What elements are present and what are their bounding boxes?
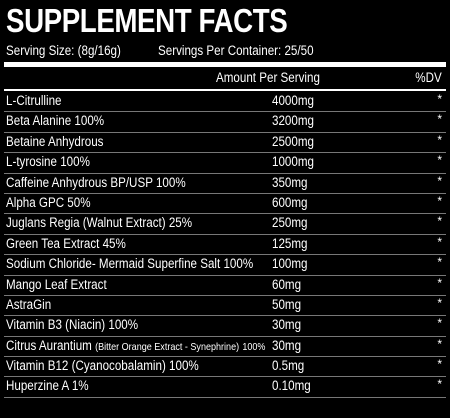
ingredient-name-text: Alpha GPC 50% [6, 194, 91, 210]
serving-info: Serving Size: (8g/16g) Servings Per Cont… [6, 43, 444, 61]
ingredient-amount: 100mg [272, 256, 308, 272]
daily-value-header: %DV [415, 70, 442, 85]
ingredient-name: AstraGin [6, 297, 51, 312]
ingredient-dv: * [437, 193, 442, 208]
ingredient-name-text: Huperzine A 1% [6, 378, 89, 394]
ingredient-name-text: L-tyrosine 100% [6, 154, 90, 170]
ingredient-amount: 250mg [272, 215, 308, 231]
ingredient-name: Vitamin B3 (Niacin) 100% [6, 317, 138, 332]
ingredient-name-text: Green Tea Extract 45% [6, 235, 126, 251]
ingredient-dv: * [437, 336, 442, 351]
ingredient-name: Caffeine Anhydrous BP/USP 100% [6, 175, 186, 190]
ingredient-amount: 125mg [272, 235, 308, 251]
ingredient-amount: 1000mg [272, 154, 314, 170]
amount-per-serving-header: Amount Per Serving [216, 70, 320, 85]
thick-divider [4, 62, 446, 67]
ingredient-row: Alpha GPC 50% 600mg * [4, 193, 446, 215]
ingredient-dv: * [437, 153, 442, 168]
panel-title: SUPPLEMENT FACTS [6, 2, 288, 39]
ingredient-row: Citrus Aurantium (Bitter Orange Extract … [4, 336, 446, 358]
ingredient-row: Vitamin B3 (Niacin) 100% 30mg * [4, 316, 446, 337]
ingredient-dv: * [437, 377, 442, 392]
ingredient-amount: 30mg [272, 317, 302, 333]
ingredient-name: Citrus Aurantium (Bitter Orange Extract … [6, 338, 265, 353]
ingredient-row: Sodium Chloride- Mermaid Superfine Salt … [4, 255, 446, 276]
ingredient-name: Mango Leaf Extract [6, 277, 107, 292]
ingredient-amount: 600mg [272, 194, 308, 210]
ingredient-row: Huperzine A 1% 0.10mg * [4, 377, 446, 398]
ingredient-name: L-tyrosine 100% [6, 154, 90, 169]
ingredient-name: L-Citrulline [6, 93, 61, 108]
ingredient-row: Caffeine Anhydrous BP/USP 100% 350mg * [4, 174, 446, 194]
ingredient-name: Huperzine A 1% [6, 378, 89, 393]
ingredient-amount: 3200mg [272, 113, 314, 129]
ingredient-amount: 30mg [272, 337, 302, 353]
ingredient-name: Sodium Chloride- Mermaid Superfine Salt … [6, 256, 253, 271]
header-divider [4, 89, 446, 91]
ingredient-name-text: Vitamin B12 (Cyanocobalamin) 100% [6, 358, 199, 374]
ingredient-name: Juglans Regia (Walnut Extract) 25% [6, 215, 192, 230]
ingredient-row: L-tyrosine 100% 1000mg * [4, 153, 446, 174]
column-header: Amount Per Serving %DV [4, 70, 446, 88]
ingredient-dv: * [437, 275, 442, 290]
ingredient-name: Betaine Anhydrous [6, 134, 103, 149]
ingredient-row: Beta Alanine 100% 3200mg * [4, 112, 446, 133]
ingredient-name-text: AstraGin [6, 296, 52, 312]
ingredient-dv: * [437, 214, 442, 229]
ingredient-name-text: Caffeine Anhydrous BP/USP 100% [6, 174, 186, 190]
ingredient-name: Alpha GPC 50% [6, 195, 91, 210]
ingredient-row: Vitamin B12 (Cyanocobalamin) 100% 0.5mg * [4, 357, 446, 378]
ingredient-name-text: Sodium Chloride- Mermaid Superfine Salt … [6, 256, 254, 272]
ingredient-name-text: Betaine Anhydrous [6, 133, 104, 149]
ingredient-name-text: Mango Leaf Extract [6, 276, 107, 292]
ingredient-dv: * [437, 112, 442, 127]
ingredient-name-text: Beta Alanine 100% [6, 113, 105, 129]
ingredient-dv: * [437, 234, 442, 249]
ingredient-list: L-Citrulline 4000mg * Beta Alanine 100% 3200… [4, 92, 446, 398]
ingredient-name: Vitamin B12 (Cyanocobalamin) 100% [6, 358, 199, 373]
ingredient-row: Mango Leaf Extract 60mg * [4, 276, 446, 296]
ingredient-amount: 0.10mg [272, 378, 311, 394]
ingredient-dv: * [437, 255, 442, 270]
ingredient-amount: 60mg [272, 276, 302, 292]
ingredient-dv: * [437, 92, 442, 106]
servings-per-container: Servings Per Container: 25/50 [158, 43, 314, 58]
ingredient-amount: 50mg [272, 296, 302, 312]
serving-size: Serving Size: (8g/16g) [6, 43, 121, 58]
ingredient-dv: * [437, 316, 442, 331]
ingredient-dv: * [437, 295, 442, 310]
ingredient-amount: 350mg [272, 174, 308, 190]
ingredient-row: Betaine Anhydrous 2500mg * [4, 132, 446, 154]
ingredient-name: Green Tea Extract 45% [6, 236, 126, 251]
ingredient-dv: * [437, 357, 442, 372]
ingredient-amount: 0.5mg [272, 358, 305, 374]
ingredient-row: Green Tea Extract 45% 125mg * [4, 234, 446, 256]
ingredient-name: Beta Alanine 100% [6, 113, 104, 128]
ingredient-note: (Bitter Orange Extract - Synephrine) [95, 340, 240, 353]
ingredient-dv: * [437, 132, 442, 147]
ingredient-amount: 4000mg [272, 93, 314, 108]
ingredient-row: L-Citrulline 4000mg * [4, 92, 446, 113]
ingredient-row: Juglans Regia (Walnut Extract) 25% 250mg * [4, 214, 446, 235]
ingredient-name-text: L-Citrulline [6, 93, 62, 108]
ingredient-name-suffix: 100% [242, 340, 266, 353]
ingredient-name-text: Juglans Regia (Walnut Extract) 25% [6, 215, 193, 231]
ingredient-amount: 2500mg [272, 133, 314, 149]
ingredient-name-text: Citrus Aurantium [6, 337, 92, 353]
ingredient-row: AstraGin 50mg * [4, 295, 446, 317]
ingredient-dv: * [437, 173, 442, 188]
ingredient-name-text: Vitamin B3 (Niacin) 100% [6, 317, 139, 333]
